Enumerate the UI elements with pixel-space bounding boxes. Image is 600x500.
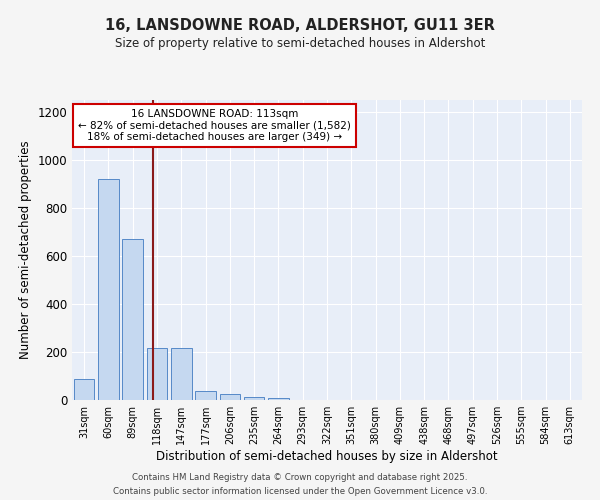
Text: Contains public sector information licensed under the Open Government Licence v3: Contains public sector information licen… [113, 486, 487, 496]
Bar [98, 179, 119, 400]
Text: Size of property relative to semi-detached houses in Aldershot: Size of property relative to semi-detach… [115, 38, 485, 51]
Text: Contains HM Land Registry data © Crown copyright and database right 2025.: Contains HM Land Registry data © Crown c… [132, 473, 468, 482]
Bar [220, 394, 240, 400]
Text: 16 LANSDOWNE ROAD: 113sqm
← 82% of semi-detached houses are smaller (1,582)
18% : 16 LANSDOWNE ROAD: 113sqm ← 82% of semi-… [79, 109, 351, 142]
Bar [268, 398, 289, 400]
Bar [74, 379, 94, 400]
Y-axis label: Number of semi-detached properties: Number of semi-detached properties [19, 140, 32, 360]
Bar [195, 391, 216, 400]
Bar [146, 348, 167, 400]
Bar [122, 239, 143, 400]
Bar [244, 397, 265, 400]
Text: 16, LANSDOWNE ROAD, ALDERSHOT, GU11 3ER: 16, LANSDOWNE ROAD, ALDERSHOT, GU11 3ER [105, 18, 495, 32]
X-axis label: Distribution of semi-detached houses by size in Aldershot: Distribution of semi-detached houses by … [156, 450, 498, 463]
Bar [171, 348, 191, 400]
